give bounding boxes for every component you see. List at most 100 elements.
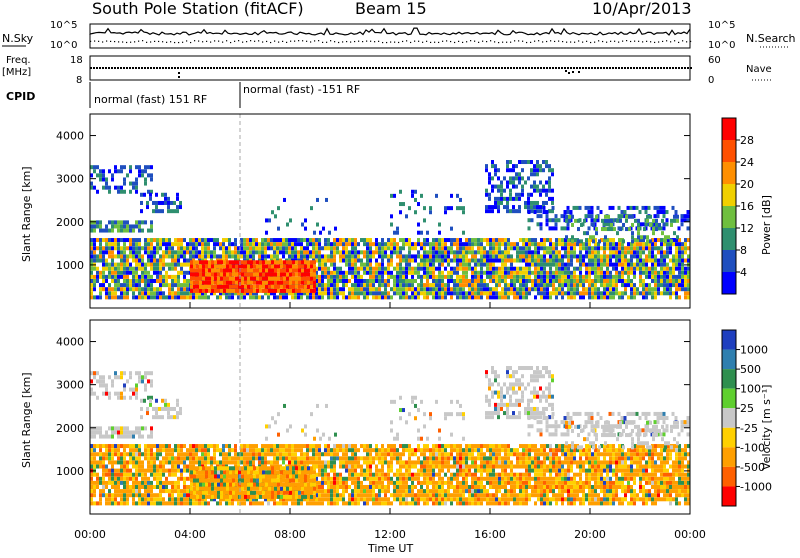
- velocity-cell: [234, 456, 237, 461]
- power-cell: [270, 246, 273, 251]
- power-cell: [477, 291, 480, 296]
- power-cell: [501, 238, 504, 243]
- power-cell: [543, 287, 546, 292]
- power-cell: [521, 168, 524, 173]
- power-cell: [126, 254, 129, 259]
- velocity-cell: [93, 493, 96, 498]
- power-cell: [150, 274, 153, 279]
- power-cell: [165, 274, 168, 279]
- power-cell: [519, 295, 522, 300]
- power-cell: [270, 254, 273, 259]
- power-cell: [199, 260, 202, 265]
- power-cell: [210, 254, 213, 259]
- power-cell: [468, 246, 471, 251]
- power-cell: [483, 238, 486, 243]
- power-cell: [480, 242, 483, 247]
- velocity-cell: [255, 448, 258, 453]
- power-cell: [567, 278, 570, 283]
- power-cell: [630, 278, 633, 283]
- velocity-cell: [201, 456, 204, 461]
- power-cell: [280, 280, 283, 285]
- power-cell: [435, 193, 438, 198]
- velocity-cell: [117, 480, 120, 485]
- power-cell: [477, 287, 480, 292]
- power-cell: [528, 238, 531, 243]
- power-cell: [90, 254, 93, 259]
- power-cell: [597, 291, 600, 296]
- velocity-cell: [381, 452, 384, 457]
- velocity-cell: [423, 464, 426, 469]
- power-cell: [411, 291, 414, 296]
- power-cell: [420, 274, 423, 279]
- power-cell: [447, 238, 450, 243]
- power-cell: [235, 280, 238, 285]
- power-cell: [117, 185, 120, 190]
- power-cell: [498, 242, 501, 247]
- power-cell: [327, 283, 330, 288]
- velocity-cell: [339, 480, 342, 485]
- power-cell: [141, 254, 144, 259]
- power-cell: [381, 258, 384, 263]
- power-cell: [672, 291, 675, 296]
- power-cell: [93, 246, 96, 251]
- velocity-cell: [219, 452, 222, 457]
- power-cell: [96, 165, 99, 170]
- power-cell: [177, 283, 180, 288]
- power-cell: [453, 250, 456, 255]
- power-cell: [333, 250, 336, 255]
- power-cell: [426, 274, 429, 279]
- power-cell: [402, 246, 405, 251]
- power-cell: [310, 268, 313, 273]
- power-cell: [292, 276, 295, 281]
- velocity-cell: [354, 489, 357, 494]
- power-cell: [515, 164, 518, 169]
- power-cell: [214, 276, 217, 281]
- power-cell: [129, 228, 132, 233]
- power-cell: [144, 287, 147, 292]
- power-cell: [372, 283, 375, 288]
- power-cell: [99, 254, 102, 259]
- velocity-cell: [294, 497, 297, 502]
- velocity-cell: [384, 489, 387, 494]
- power-cell: [345, 238, 348, 243]
- power-cell: [567, 250, 570, 255]
- power-cell: [627, 246, 630, 251]
- velocity-cell: [303, 444, 306, 449]
- power-cell: [174, 278, 177, 283]
- power-cell: [462, 210, 465, 215]
- power-cell: [214, 268, 217, 273]
- power-cell: [267, 295, 270, 300]
- power-cell: [167, 200, 170, 205]
- velocity-cell: [177, 464, 180, 469]
- velocity-cell: [333, 472, 336, 477]
- power-cell: [543, 283, 546, 288]
- power-cell: [270, 242, 273, 247]
- power-cell: [252, 250, 255, 255]
- velocity-cell: [132, 472, 135, 477]
- power-cell: [518, 205, 521, 210]
- power-cell: [399, 283, 402, 288]
- power-cell: [405, 238, 408, 243]
- power-cell: [649, 214, 652, 219]
- velocity-cell: [372, 460, 375, 465]
- power-cell: [342, 295, 345, 300]
- velocity-cell: [195, 501, 198, 506]
- velocity-cell: [411, 484, 414, 489]
- velocity-cell: [336, 489, 339, 494]
- power-cell: [521, 160, 524, 165]
- power-cell: [456, 254, 459, 259]
- power-cell: [162, 295, 165, 300]
- power-cell: [180, 238, 183, 243]
- velocity-cell: [360, 468, 363, 473]
- power-cell: [129, 242, 132, 247]
- velocity-cell: [417, 456, 420, 461]
- power-cell: [411, 258, 414, 263]
- power-cell: [506, 209, 509, 214]
- velocity-cell: [183, 493, 186, 498]
- power-cell: [202, 276, 205, 281]
- power-cell: [680, 222, 684, 227]
- velocity-cell: [282, 452, 285, 457]
- velocity-cell: [117, 501, 120, 506]
- power-cell: [283, 288, 286, 293]
- power-cell: [483, 246, 486, 251]
